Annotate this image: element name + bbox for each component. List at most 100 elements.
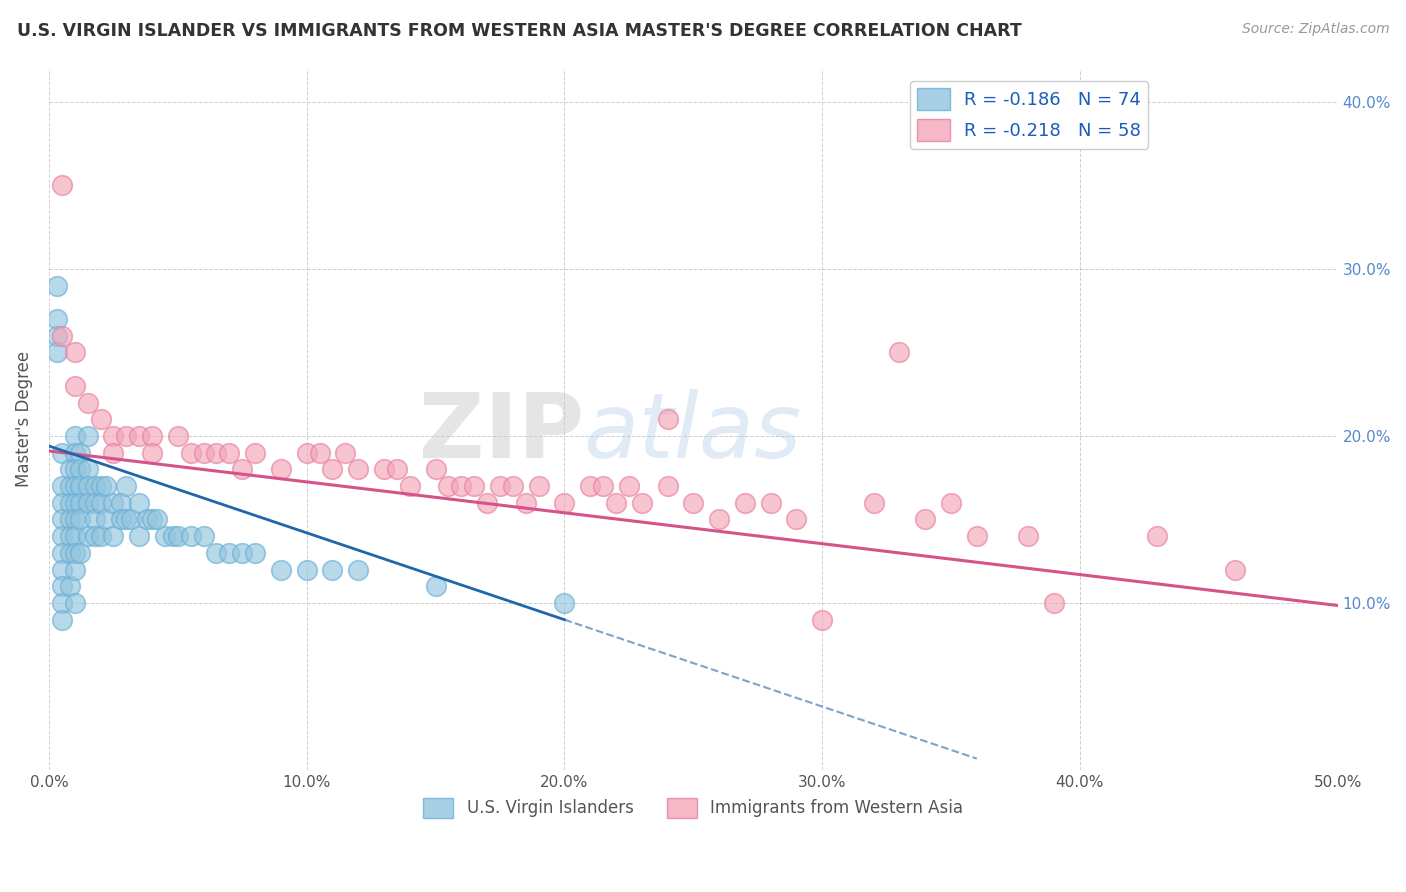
Point bbox=[373, 462, 395, 476]
Text: ZIP: ZIP bbox=[419, 389, 583, 477]
Point bbox=[45, 312, 67, 326]
Point bbox=[617, 479, 640, 493]
Point bbox=[146, 512, 169, 526]
Point bbox=[579, 479, 602, 493]
Point bbox=[270, 563, 292, 577]
Point bbox=[682, 496, 704, 510]
Point bbox=[321, 462, 343, 476]
Point bbox=[657, 479, 679, 493]
Point bbox=[51, 613, 73, 627]
Point bbox=[385, 462, 408, 476]
Point bbox=[51, 579, 73, 593]
Point bbox=[51, 512, 73, 526]
Point bbox=[128, 429, 150, 443]
Point bbox=[243, 445, 266, 459]
Point bbox=[295, 563, 318, 577]
Point bbox=[295, 445, 318, 459]
Point bbox=[141, 445, 163, 459]
Point bbox=[103, 445, 125, 459]
Point bbox=[51, 529, 73, 543]
Point bbox=[76, 462, 98, 476]
Point bbox=[966, 529, 988, 543]
Point bbox=[785, 512, 807, 526]
Point bbox=[84, 496, 107, 510]
Point bbox=[58, 496, 80, 510]
Point bbox=[1017, 529, 1039, 543]
Point bbox=[58, 529, 80, 543]
Point bbox=[243, 546, 266, 560]
Point bbox=[527, 479, 550, 493]
Point bbox=[162, 529, 184, 543]
Point bbox=[335, 445, 357, 459]
Point bbox=[1043, 596, 1066, 610]
Point bbox=[437, 479, 460, 493]
Point bbox=[45, 278, 67, 293]
Point bbox=[94, 479, 117, 493]
Point bbox=[51, 563, 73, 577]
Text: Source: ZipAtlas.com: Source: ZipAtlas.com bbox=[1241, 22, 1389, 37]
Point bbox=[76, 395, 98, 409]
Text: U.S. VIRGIN ISLANDER VS IMMIGRANTS FROM WESTERN ASIA MASTER'S DEGREE CORRELATION: U.S. VIRGIN ISLANDER VS IMMIGRANTS FROM … bbox=[17, 22, 1022, 40]
Point bbox=[89, 529, 111, 543]
Point bbox=[63, 496, 86, 510]
Point bbox=[69, 496, 91, 510]
Point bbox=[463, 479, 485, 493]
Point bbox=[51, 546, 73, 560]
Point bbox=[94, 512, 117, 526]
Point bbox=[120, 512, 142, 526]
Point bbox=[605, 496, 627, 510]
Point bbox=[218, 445, 240, 459]
Point bbox=[110, 496, 132, 510]
Point bbox=[166, 429, 188, 443]
Point bbox=[347, 462, 370, 476]
Point bbox=[914, 512, 936, 526]
Point bbox=[63, 529, 86, 543]
Point bbox=[489, 479, 512, 493]
Point bbox=[450, 479, 472, 493]
Point bbox=[76, 496, 98, 510]
Point bbox=[630, 496, 652, 510]
Point bbox=[63, 445, 86, 459]
Point bbox=[51, 596, 73, 610]
Point bbox=[1223, 563, 1246, 577]
Point bbox=[347, 563, 370, 577]
Point bbox=[205, 546, 228, 560]
Point bbox=[69, 546, 91, 560]
Point bbox=[515, 496, 537, 510]
Point bbox=[58, 462, 80, 476]
Point bbox=[308, 445, 330, 459]
Point bbox=[270, 462, 292, 476]
Point bbox=[69, 445, 91, 459]
Point bbox=[89, 496, 111, 510]
Point bbox=[51, 178, 73, 193]
Point bbox=[76, 479, 98, 493]
Point bbox=[63, 429, 86, 443]
Point bbox=[141, 512, 163, 526]
Point bbox=[205, 445, 228, 459]
Point bbox=[1146, 529, 1168, 543]
Point bbox=[231, 462, 253, 476]
Point bbox=[110, 512, 132, 526]
Point bbox=[707, 512, 730, 526]
Point bbox=[153, 529, 176, 543]
Point bbox=[63, 462, 86, 476]
Point bbox=[475, 496, 498, 510]
Point bbox=[103, 529, 125, 543]
Point bbox=[63, 546, 86, 560]
Point bbox=[58, 512, 80, 526]
Point bbox=[128, 529, 150, 543]
Point bbox=[76, 529, 98, 543]
Point bbox=[180, 529, 202, 543]
Point bbox=[103, 429, 125, 443]
Point bbox=[69, 462, 91, 476]
Point bbox=[69, 512, 91, 526]
Legend: U.S. Virgin Islanders, Immigrants from Western Asia: U.S. Virgin Islanders, Immigrants from W… bbox=[416, 791, 970, 825]
Text: atlas: atlas bbox=[583, 389, 801, 477]
Point bbox=[63, 563, 86, 577]
Point bbox=[89, 412, 111, 426]
Point bbox=[45, 345, 67, 359]
Point bbox=[89, 479, 111, 493]
Point bbox=[592, 479, 614, 493]
Point bbox=[63, 596, 86, 610]
Point bbox=[115, 479, 138, 493]
